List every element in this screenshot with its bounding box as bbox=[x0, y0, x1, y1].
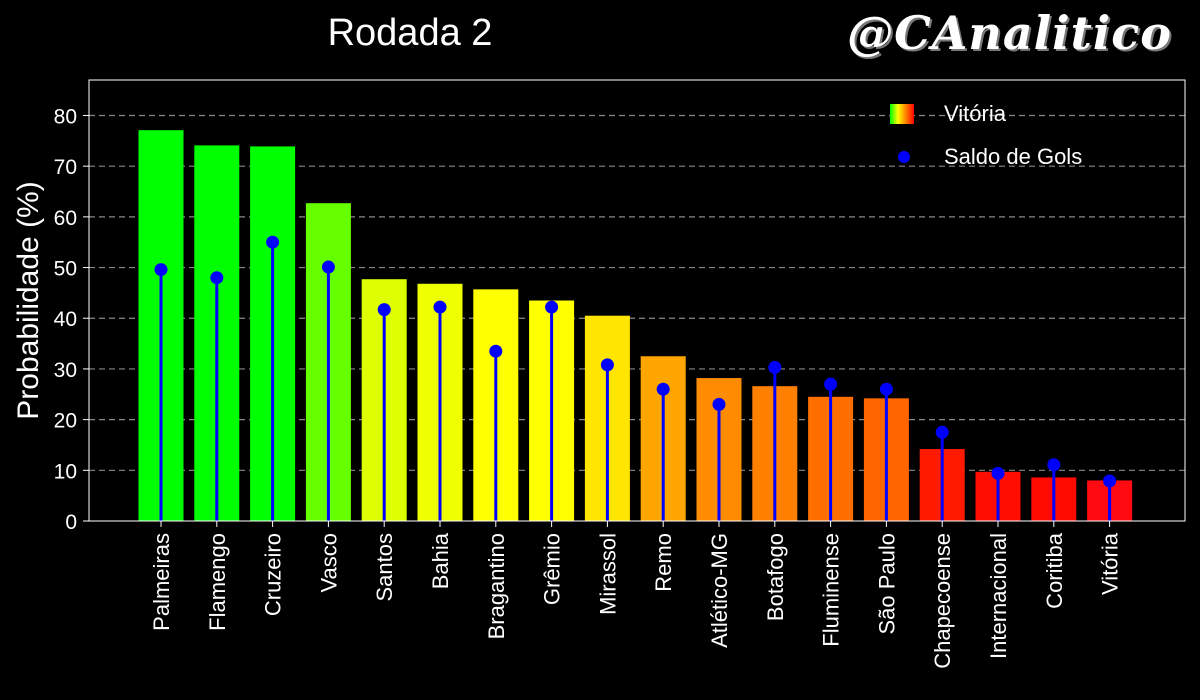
stem-point bbox=[210, 271, 224, 285]
x-tick-label: Remo bbox=[651, 533, 676, 592]
plot-frame bbox=[88, 79, 1186, 522]
legend-label-points: Saldo de Gols bbox=[944, 144, 1083, 169]
x-tick-label: Santos bbox=[372, 533, 397, 602]
x-tick-label: São Paulo bbox=[874, 533, 899, 635]
stem-point bbox=[433, 300, 447, 314]
legend-item-bars: Vitória bbox=[890, 101, 1006, 127]
x-tick-label: Coritiba bbox=[1042, 532, 1067, 609]
stem-point bbox=[768, 360, 782, 374]
y-tick-label: 40 bbox=[54, 308, 77, 331]
stem-point bbox=[321, 260, 335, 274]
brand-logo: @CAnalitico bbox=[847, 6, 1172, 60]
x-tick-label: Cruzeiro bbox=[261, 533, 286, 616]
stem-point bbox=[377, 303, 391, 317]
x-tick-label: Atlético-MG bbox=[707, 533, 732, 648]
y-axis-label: Probabilidade (%) bbox=[12, 181, 45, 419]
x-tick-label: Palmeiras bbox=[149, 533, 174, 631]
x-tick-label: Botafogo bbox=[763, 533, 788, 621]
legend-item-points: Saldo de Gols bbox=[890, 144, 1082, 170]
x-tick-label: Chapecoense bbox=[930, 533, 955, 669]
y-tick-label: 0 bbox=[65, 511, 77, 534]
stem-point bbox=[545, 300, 559, 314]
stem-point bbox=[1103, 474, 1117, 488]
stem-point bbox=[879, 382, 893, 396]
stem-point bbox=[489, 344, 503, 358]
stem-point bbox=[154, 263, 168, 277]
x-tick-label: Vasco bbox=[316, 533, 341, 593]
y-tick-label: 70 bbox=[54, 156, 77, 179]
x-tick-label: Internacional bbox=[986, 533, 1011, 659]
x-tick-label: Flamengo bbox=[205, 533, 230, 631]
stem-point bbox=[1047, 458, 1061, 472]
x-tick-label: Fluminense bbox=[819, 533, 844, 647]
stem-point bbox=[991, 466, 1005, 480]
stem-point bbox=[824, 377, 838, 391]
x-tick-label: Vitória bbox=[1098, 532, 1123, 595]
x-tick-label: Bahia bbox=[428, 532, 453, 589]
x-tick-label: Grêmio bbox=[540, 533, 565, 605]
y-tick-label: 80 bbox=[54, 105, 77, 128]
stem-point bbox=[600, 358, 614, 372]
stem-point bbox=[712, 397, 726, 411]
legend-label-bars: Vitória bbox=[944, 101, 1006, 126]
x-tick-label: Mirassol bbox=[595, 533, 620, 615]
legend: Vitória Saldo de Gols bbox=[890, 98, 1140, 178]
chart-title: Rodada 2 bbox=[327, 12, 493, 54]
legend-swatch-bars bbox=[890, 104, 914, 124]
y-tick-label: 60 bbox=[54, 207, 77, 230]
legend-marker-points bbox=[898, 151, 910, 163]
y-tick-label: 30 bbox=[54, 359, 77, 382]
stem-point bbox=[935, 425, 949, 439]
stem-point bbox=[266, 235, 280, 249]
y-tick-label: 20 bbox=[54, 410, 77, 433]
x-tick-label: Bragantino bbox=[484, 533, 509, 639]
y-tick-label: 10 bbox=[54, 460, 77, 483]
stem-point bbox=[656, 382, 670, 396]
y-tick-label: 50 bbox=[54, 258, 77, 281]
